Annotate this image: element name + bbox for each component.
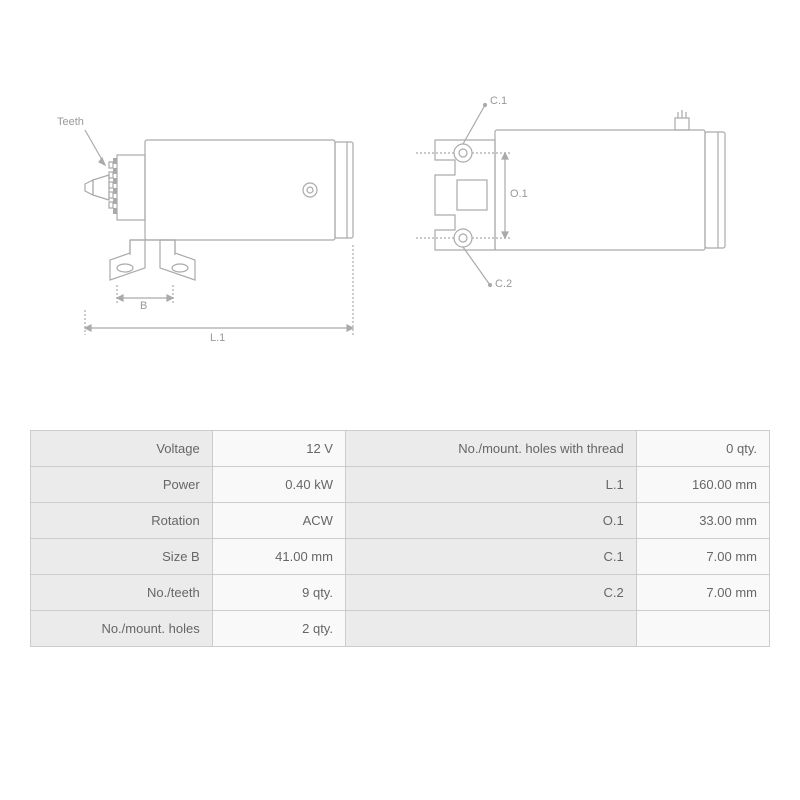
table-row: Rotation ACW O.1 33.00 mm (31, 503, 770, 539)
table-row: Size B 41.00 mm C.1 7.00 mm (31, 539, 770, 575)
label-b: B (140, 300, 147, 312)
spec-value: 7.00 mm (636, 575, 769, 611)
spec-tbody: Voltage 12 V No./mount. holes with threa… (31, 431, 770, 647)
spec-label: No./mount. holes with thread (345, 431, 636, 467)
spec-label: Power (31, 467, 213, 503)
spec-label: L.1 (345, 467, 636, 503)
spec-value: ACW (212, 503, 345, 539)
label-o1: O.1 (510, 188, 528, 200)
spec-label: Size B (31, 539, 213, 575)
spec-value: 7.00 mm (636, 539, 769, 575)
spec-label: Voltage (31, 431, 213, 467)
spec-value: 2 qty. (212, 611, 345, 647)
diagrams-container: Teeth B L.1 (20, 20, 780, 400)
spec-label: C.2 (345, 575, 636, 611)
spec-value: 160.00 mm (636, 467, 769, 503)
table-row: No./mount. holes 2 qty. (31, 611, 770, 647)
specifications-table: Voltage 12 V No./mount. holes with threa… (30, 430, 770, 647)
spec-value: 0.40 kW (212, 467, 345, 503)
spec-value (636, 611, 769, 647)
side-view-svg (55, 50, 375, 370)
spec-value: 9 qty. (212, 575, 345, 611)
spec-label (345, 611, 636, 647)
label-l1: L.1 (210, 332, 225, 344)
spec-value: 33.00 mm (636, 503, 769, 539)
label-c1: C.1 (490, 95, 507, 107)
diagram-side-view: Teeth B L.1 (55, 50, 375, 370)
table-row: Power 0.40 kW L.1 160.00 mm (31, 467, 770, 503)
table-row: No./teeth 9 qty. C.2 7.00 mm (31, 575, 770, 611)
spec-value: 0 qty. (636, 431, 769, 467)
label-c2: C.2 (495, 278, 512, 290)
spec-label: No./mount. holes (31, 611, 213, 647)
spec-label: O.1 (345, 503, 636, 539)
spec-label: C.1 (345, 539, 636, 575)
spec-value: 41.00 mm (212, 539, 345, 575)
table-row: Voltage 12 V No./mount. holes with threa… (31, 431, 770, 467)
front-view-svg (405, 50, 745, 370)
label-teeth: Teeth (57, 116, 84, 128)
spec-value: 12 V (212, 431, 345, 467)
spec-label: Rotation (31, 503, 213, 539)
diagram-front-view: C.1 C.2 O.1 (405, 50, 745, 370)
spec-label: No./teeth (31, 575, 213, 611)
